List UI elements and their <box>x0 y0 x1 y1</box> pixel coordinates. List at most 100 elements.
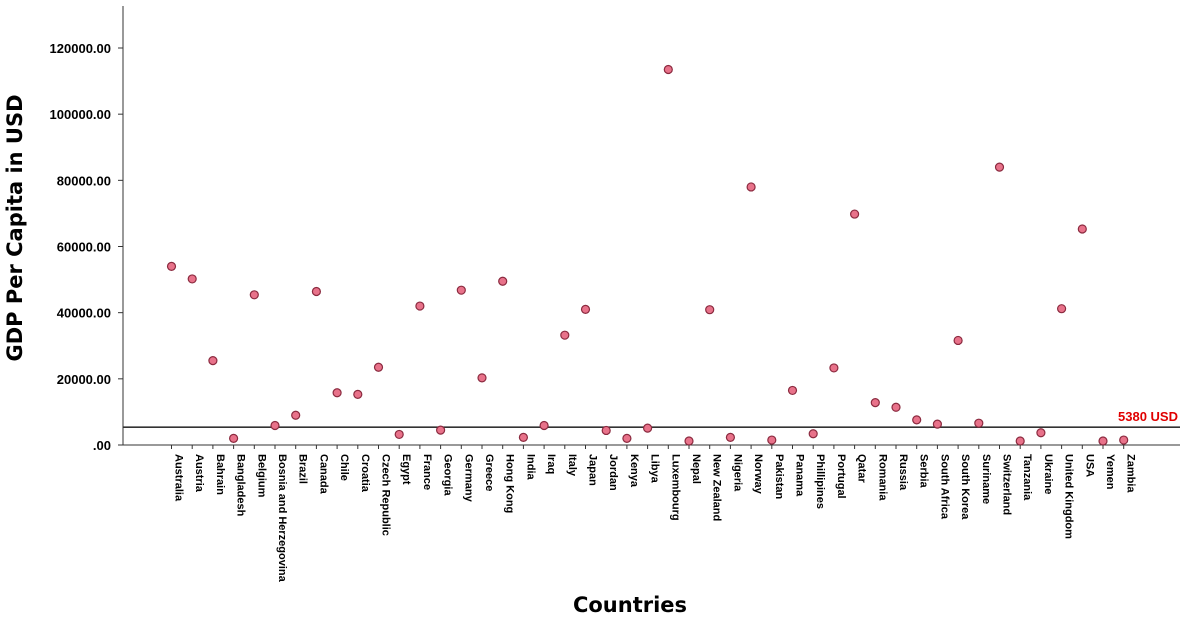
data-point <box>974 418 984 428</box>
data-point <box>891 402 901 412</box>
data-point <box>270 420 280 431</box>
x-axis-category-labels: Australia Austria Bahrain Bangladesh Belgium… <box>171 445 1137 583</box>
y-tick-label: 120000.00 <box>50 41 111 56</box>
data-point <box>953 335 963 346</box>
x-tick-label: Germany <box>462 454 474 503</box>
data-point <box>560 330 570 340</box>
data-point <box>208 356 218 366</box>
x-tick-label: Croatia <box>359 454 371 493</box>
x-tick-label: Czech Republic <box>380 454 392 536</box>
data-point <box>1077 224 1087 234</box>
data-point <box>932 419 943 429</box>
x-tick-label: United Kingdom <box>1063 454 1075 539</box>
x-tick-label: Pakistan <box>773 454 785 500</box>
x-tick-label: Greece <box>483 454 495 491</box>
x-tick-label: Hong Kong <box>504 454 516 513</box>
x-tick-label: Qatar <box>856 454 868 483</box>
x-tick-label: Yemen <box>1104 454 1116 490</box>
data-point <box>725 432 736 442</box>
x-tick-label: Japan <box>587 454 599 486</box>
x-tick-label: Bangladesh <box>235 454 247 517</box>
y-tick-label: 100000.00 <box>50 107 111 122</box>
data-point <box>1036 428 1046 438</box>
data-point <box>870 398 880 408</box>
x-tick-label: Bahrain <box>214 454 226 495</box>
data-point <box>642 423 653 433</box>
data-point <box>746 182 756 192</box>
x-tick-label: Chile <box>338 454 350 481</box>
x-tick-label: Panama <box>794 454 806 497</box>
data-point <box>663 64 673 75</box>
x-tick-label: Kenya <box>628 454 640 488</box>
data-point <box>436 425 446 435</box>
x-tick-label: Phillipines <box>814 454 826 509</box>
x-tick-label: Jordan <box>607 454 619 491</box>
data-point <box>829 363 839 373</box>
data-point <box>518 432 529 442</box>
y-axis-ticks: .00 20000.00 40000.00 60000.00 80000.00 10000… <box>50 41 123 453</box>
data-point <box>580 304 591 314</box>
data-point <box>684 436 694 446</box>
data-point <box>705 305 715 315</box>
x-tick-label: Libya <box>649 454 661 484</box>
data-point <box>229 433 239 443</box>
x-tick-label: Switzerland <box>1001 454 1013 515</box>
data-point <box>849 209 860 219</box>
data-point <box>787 385 798 396</box>
x-tick-label: Serbia <box>918 454 930 489</box>
x-tick-label: Brazil <box>297 454 309 484</box>
x-tick-label: Australia <box>173 454 185 502</box>
data-point <box>187 274 197 284</box>
x-tick-label: Portugal <box>835 454 847 499</box>
data-point <box>1119 435 1129 445</box>
x-tick-label: Bosnia and Herzegovina <box>276 454 288 583</box>
data-point <box>1056 304 1067 314</box>
data-point <box>394 429 404 440</box>
data-points <box>166 64 1129 446</box>
x-tick-label: Austria <box>193 454 205 493</box>
x-tick-label: India <box>524 454 536 481</box>
x-tick-label: Zambia <box>1125 454 1137 493</box>
x-tick-label: Georgia <box>442 454 454 496</box>
x-tick-label: Iraq <box>545 454 557 474</box>
data-point <box>311 286 321 297</box>
x-tick-label: Belgium <box>255 454 267 498</box>
data-point <box>291 410 301 420</box>
reference-line-label: 5380 USD <box>1118 409 1178 424</box>
data-point <box>166 261 177 271</box>
x-tick-label: Tanzania <box>1021 454 1033 501</box>
x-tick-label: Nepal <box>690 454 702 484</box>
x-tick-label: Ukraine <box>1042 454 1054 494</box>
data-point <box>332 388 342 398</box>
x-tick-label: Luxembourg <box>669 454 681 521</box>
x-tick-label: Canada <box>317 454 329 495</box>
x-tick-label: Nigeria <box>731 454 743 492</box>
data-point <box>1098 436 1108 446</box>
data-point <box>767 435 777 445</box>
x-tick-label: Italy <box>566 454 578 477</box>
data-point <box>539 420 549 431</box>
y-tick-label: 60000.00 <box>57 240 111 255</box>
data-point <box>912 415 922 425</box>
x-tick-label: France <box>421 454 433 490</box>
x-axis-label: Countries <box>573 593 687 617</box>
x-tick-label: Suriname <box>980 454 992 504</box>
x-tick-label: South Africa <box>938 454 950 520</box>
y-tick-label: 80000.00 <box>57 173 111 188</box>
data-point <box>808 429 818 439</box>
x-tick-label: USA <box>1083 454 1095 477</box>
data-point <box>477 373 487 383</box>
data-point <box>498 276 508 286</box>
x-tick-label: Russia <box>897 454 909 491</box>
x-tick-label: Romania <box>876 454 888 501</box>
data-point <box>373 362 384 372</box>
y-tick-label: 40000.00 <box>57 306 111 321</box>
y-axis-label: GDP Per Capita in USD <box>3 94 27 361</box>
data-point <box>994 162 1005 172</box>
y-tick-label: .00 <box>93 438 111 453</box>
data-point <box>456 285 466 295</box>
data-point <box>415 301 425 311</box>
data-point <box>249 290 259 300</box>
data-point <box>622 433 632 443</box>
